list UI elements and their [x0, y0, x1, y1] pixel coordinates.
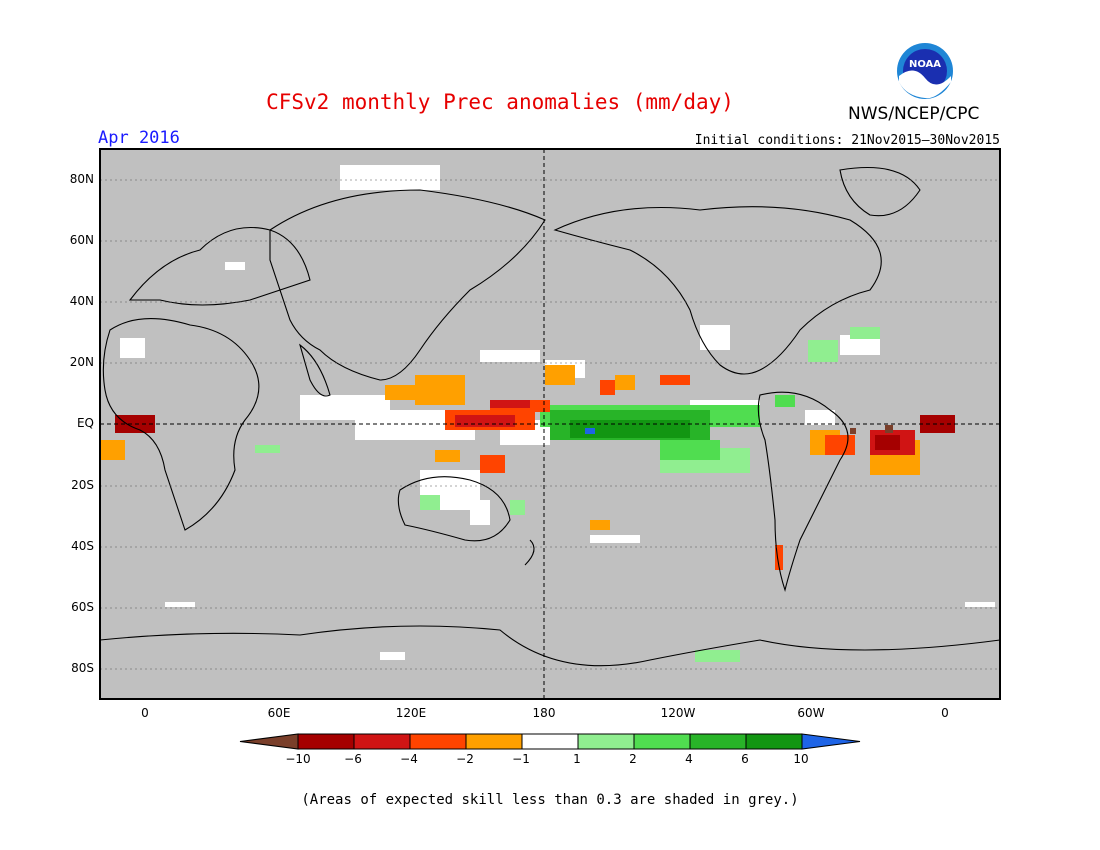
- lon-label: 0: [941, 706, 949, 720]
- lat-label: 20S: [71, 478, 94, 492]
- forecast-month: Apr 2016: [98, 128, 180, 148]
- colorbar-segment: [689, 733, 747, 750]
- colorbar-label: 10: [793, 752, 809, 766]
- colorbar-label: −6: [344, 752, 362, 766]
- colorbar-label: −4: [400, 752, 418, 766]
- anomaly-layer: [100, 165, 1000, 667]
- lon-label: 0: [141, 706, 149, 720]
- logo-text: NOAA: [909, 59, 941, 70]
- orange-patches: [100, 365, 920, 530]
- blue-patches: [585, 428, 595, 434]
- colorbar-segment: [521, 733, 579, 750]
- lat-label: 40S: [71, 539, 94, 553]
- noaa-logo-icon: NOAA: [897, 43, 953, 99]
- initial-conditions: Initial conditions: 21Nov2015–30Nov2015: [694, 133, 1000, 148]
- colorbar-segment: [633, 733, 691, 750]
- colorbar-segment: [745, 733, 803, 750]
- colorbar-segment: [577, 733, 635, 750]
- colorbar-high-arrow: [801, 733, 861, 750]
- colorbar-label: −1: [512, 752, 530, 766]
- footnote: (Areas of expected skill less than 0.3 a…: [301, 792, 799, 808]
- colorbar-label: −2: [456, 752, 474, 766]
- colorbar: [239, 733, 861, 750]
- lon-label: 180: [532, 706, 556, 720]
- map-frame: [99, 148, 1001, 700]
- colorbar-label: 4: [685, 752, 693, 766]
- lat-label: 80S: [71, 661, 94, 675]
- lat-label: 60S: [71, 600, 94, 614]
- lat-label: EQ: [76, 416, 94, 430]
- brown-patches: [850, 425, 893, 434]
- colorbar-segment: [465, 733, 523, 750]
- gridlines: [100, 179, 1000, 670]
- coastlines: [100, 167, 1000, 667]
- dark-red-patches: [115, 415, 955, 450]
- neutral-patches: [120, 165, 995, 660]
- colorbar-label: −10: [285, 752, 311, 766]
- lat-label: 60N: [69, 233, 94, 247]
- colorbar-segment: [297, 733, 355, 750]
- lat-label: 20N: [69, 355, 94, 369]
- lon-label: 120W: [660, 706, 696, 720]
- lon-label: 60E: [267, 706, 291, 720]
- colorbar-segment: [353, 733, 411, 750]
- chart-title: CFSv2 monthly Prec anomalies (mm/day): [266, 90, 734, 114]
- lat-label: 80N: [69, 172, 94, 186]
- agency-label: NWS/NCEP/CPC: [848, 104, 980, 124]
- lon-label: 120E: [395, 706, 427, 720]
- colorbar-low-arrow: [239, 733, 299, 750]
- lat-label: 40N: [69, 294, 94, 308]
- colorbar-segment: [409, 733, 467, 750]
- colorbar-label: 2: [629, 752, 637, 766]
- colorbar-label: 6: [741, 752, 749, 766]
- lon-label: 60W: [797, 706, 825, 720]
- colorbar-label: 1: [573, 752, 581, 766]
